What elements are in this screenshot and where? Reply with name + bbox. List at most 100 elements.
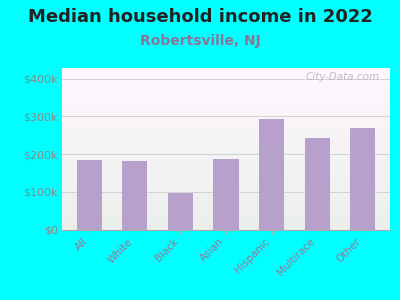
- Bar: [62, 95, 390, 97]
- Bar: [62, 101, 390, 103]
- Bar: [62, 136, 390, 137]
- Bar: [62, 87, 390, 88]
- Bar: [62, 178, 390, 179]
- Bar: [168, 193, 193, 230]
- Bar: [62, 165, 390, 166]
- Bar: [62, 181, 390, 182]
- Bar: [62, 134, 390, 136]
- Bar: [62, 176, 390, 178]
- Bar: [62, 110, 390, 111]
- Bar: [62, 121, 390, 123]
- Bar: [62, 115, 390, 116]
- Bar: [62, 128, 390, 129]
- Bar: [62, 182, 390, 184]
- Bar: [62, 74, 390, 76]
- Bar: [62, 186, 390, 188]
- Bar: [62, 213, 390, 215]
- Bar: [62, 218, 390, 220]
- Bar: [62, 204, 390, 205]
- Bar: [62, 217, 390, 218]
- Bar: [62, 88, 390, 90]
- Bar: [62, 72, 390, 74]
- Bar: [62, 148, 390, 150]
- Bar: [62, 152, 390, 153]
- Bar: [62, 126, 390, 127]
- Bar: [62, 140, 390, 142]
- Bar: [62, 190, 390, 192]
- Bar: [62, 221, 390, 223]
- Bar: [62, 220, 390, 221]
- Bar: [62, 153, 390, 155]
- Bar: [62, 132, 390, 134]
- Bar: [62, 199, 390, 200]
- Bar: [62, 207, 390, 208]
- Bar: [62, 118, 390, 119]
- Bar: [62, 171, 390, 173]
- Bar: [62, 97, 390, 98]
- Bar: [62, 137, 390, 139]
- Bar: [62, 225, 390, 226]
- Bar: [259, 119, 284, 230]
- Bar: [62, 98, 390, 100]
- Bar: [62, 139, 390, 140]
- Bar: [62, 100, 390, 101]
- Bar: [62, 215, 390, 217]
- Bar: [62, 82, 390, 84]
- Bar: [62, 184, 390, 186]
- Bar: [304, 138, 330, 230]
- Bar: [62, 210, 390, 212]
- Bar: [62, 69, 390, 71]
- Bar: [77, 160, 102, 230]
- Bar: [62, 205, 390, 207]
- Bar: [62, 188, 390, 189]
- Bar: [62, 202, 390, 204]
- Bar: [62, 79, 390, 80]
- Bar: [62, 71, 390, 72]
- Bar: [62, 161, 390, 163]
- Bar: [62, 93, 390, 95]
- Bar: [62, 142, 390, 144]
- Bar: [62, 119, 390, 121]
- Bar: [62, 68, 390, 69]
- Bar: [62, 208, 390, 210]
- Bar: [62, 106, 390, 108]
- Bar: [62, 84, 390, 85]
- Bar: [62, 147, 390, 148]
- Bar: [62, 163, 390, 165]
- Bar: [62, 77, 390, 79]
- Bar: [62, 129, 390, 131]
- Bar: [350, 128, 375, 230]
- Bar: [62, 111, 390, 113]
- Bar: [62, 103, 390, 105]
- Bar: [62, 144, 390, 145]
- Bar: [62, 145, 390, 147]
- Bar: [62, 200, 390, 202]
- Bar: [62, 158, 390, 160]
- Bar: [62, 131, 390, 132]
- Bar: [62, 160, 390, 161]
- Bar: [62, 92, 390, 93]
- Bar: [62, 179, 390, 181]
- Bar: [62, 113, 390, 115]
- Bar: [62, 173, 390, 174]
- Bar: [62, 169, 390, 171]
- Bar: [214, 159, 238, 230]
- Bar: [62, 108, 390, 110]
- Bar: [122, 160, 148, 230]
- Bar: [62, 105, 390, 106]
- Bar: [62, 194, 390, 196]
- Bar: [62, 150, 390, 152]
- Text: Robertsville, NJ: Robertsville, NJ: [140, 34, 260, 49]
- Bar: [62, 124, 390, 126]
- Bar: [62, 166, 390, 168]
- Bar: [62, 174, 390, 176]
- Bar: [62, 226, 390, 228]
- Bar: [62, 123, 390, 124]
- Bar: [62, 85, 390, 87]
- Bar: [62, 116, 390, 118]
- Bar: [62, 197, 390, 199]
- Bar: [62, 196, 390, 197]
- Bar: [62, 212, 390, 213]
- Bar: [62, 192, 390, 194]
- Bar: [62, 189, 390, 190]
